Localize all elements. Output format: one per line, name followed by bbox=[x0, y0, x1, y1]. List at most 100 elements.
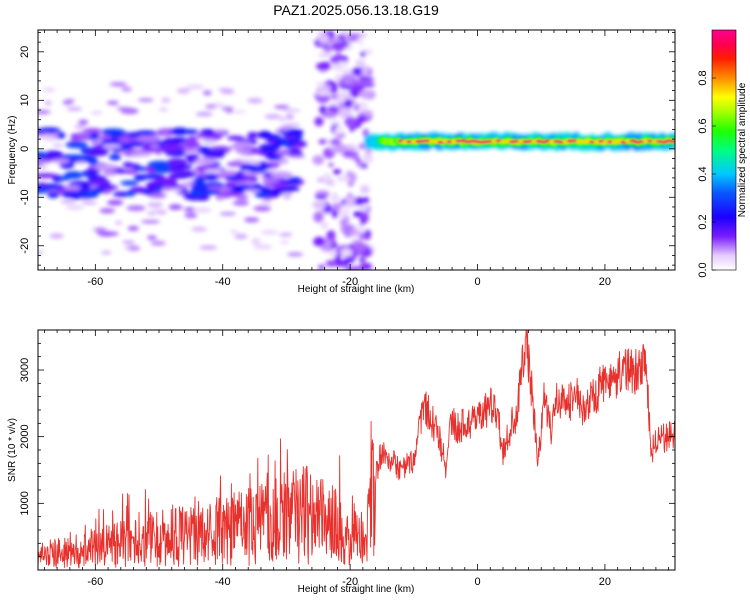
snr-x-tick-label: -60 bbox=[87, 576, 103, 588]
spectrogram-cell bbox=[327, 105, 340, 113]
spectrogram-panel: -60 -40 -20 0 20 -20 -10 0 10 20 Height of straig… bbox=[7, 29, 676, 295]
spectrogram-cell bbox=[76, 131, 91, 138]
spectrogram-cell bbox=[118, 150, 130, 154]
spectrogram-cell bbox=[279, 232, 293, 237]
spectrogram-x-tick-label: 20 bbox=[599, 276, 611, 288]
spectrogram-cell bbox=[197, 172, 208, 177]
spectrogram-cell bbox=[359, 89, 375, 99]
spectrogram-cell bbox=[243, 189, 261, 193]
spectrogram-cell bbox=[52, 158, 70, 164]
spectrogram-cell bbox=[154, 177, 178, 185]
spectrogram-cell bbox=[336, 144, 347, 151]
spectrogram-cell bbox=[140, 173, 165, 180]
spectrogram-cell bbox=[312, 201, 327, 209]
spectrogram-cell bbox=[315, 82, 326, 87]
spectrogram-cell bbox=[122, 240, 135, 244]
spectrogram-cell bbox=[334, 126, 345, 135]
spectrogram-cell bbox=[183, 207, 197, 212]
spectrogram-cell bbox=[247, 131, 259, 139]
spectrogram-cell bbox=[182, 129, 199, 135]
spectrogram-cell bbox=[263, 197, 272, 201]
spectrogram-y-tick-label: -20 bbox=[19, 238, 31, 254]
spectrogram-cell bbox=[42, 87, 56, 92]
spectrogram-cell bbox=[147, 160, 173, 169]
spectrogram-cell bbox=[93, 164, 119, 171]
spectrogram-cell bbox=[203, 151, 225, 159]
spectrogram-cell bbox=[191, 226, 207, 232]
spectrogram-cell bbox=[287, 176, 302, 185]
spectrogram-cell bbox=[363, 196, 369, 204]
spectrogram-cell bbox=[320, 221, 329, 230]
spectrogram-cell bbox=[64, 171, 84, 179]
spectrogram-cell bbox=[108, 153, 122, 161]
spectrogram-cell bbox=[170, 188, 183, 192]
spectrogram-cell bbox=[260, 229, 279, 235]
spectrogram-cell bbox=[196, 133, 207, 139]
colorbar-tick-label: 0.4 bbox=[697, 166, 709, 181]
spectrogram-cell bbox=[318, 33, 330, 45]
spectrogram-cell bbox=[313, 236, 326, 247]
spectrogram-cell bbox=[233, 185, 244, 192]
snr-ticks: -60 -40 -20 0 20 1000 2000 3000 bbox=[19, 329, 675, 588]
spectrogram-cell bbox=[155, 209, 167, 215]
spectrogram-cell bbox=[280, 192, 293, 197]
spectrogram-cell bbox=[168, 172, 192, 179]
spectrogram-frame bbox=[37, 29, 676, 271]
spectrogram-cell bbox=[135, 130, 157, 136]
colorbar-ticks: 0.0 0.2 0.4 0.6 0.8 bbox=[697, 70, 716, 278]
spectrogram-cell bbox=[111, 168, 128, 174]
colorbar-label: Normalized spectral amplitude bbox=[737, 82, 748, 217]
spectrogram-cell bbox=[38, 110, 51, 115]
spectrogram-cell bbox=[62, 101, 73, 105]
colorbar-tick-label: 0.0 bbox=[697, 262, 709, 277]
snr-x-axis-label: Height of straight line (km) bbox=[298, 584, 415, 595]
spectrogram-cell bbox=[279, 125, 291, 131]
spectrogram-cell bbox=[101, 185, 119, 190]
spectrogram-cell bbox=[283, 195, 291, 199]
spectrogram-cell bbox=[348, 173, 357, 182]
spectrogram-cell bbox=[184, 212, 198, 219]
snr-series-line bbox=[38, 330, 675, 569]
spectrogram-cell bbox=[331, 208, 339, 219]
spectrogram-cell bbox=[359, 216, 366, 226]
spectrogram-cell bbox=[90, 111, 103, 115]
spectrogram-cell bbox=[139, 188, 157, 195]
spectrogram-cell bbox=[127, 133, 141, 139]
spectrogram-cell bbox=[176, 88, 191, 94]
spectrogram-cell bbox=[200, 129, 216, 135]
spectrogram-cell bbox=[202, 90, 212, 96]
spectrogram-cell bbox=[314, 116, 324, 127]
spectrogram-x-tick-label: -20 bbox=[342, 276, 358, 288]
spectrogram-y-tick-label: 10 bbox=[19, 94, 31, 106]
spectrogram-cell bbox=[312, 155, 325, 165]
colorbar-tick-label: 0.2 bbox=[697, 214, 709, 229]
spectrogram-cell bbox=[356, 160, 365, 167]
spectrogram-cell bbox=[317, 52, 333, 58]
spectrogram-cell bbox=[241, 158, 255, 164]
spectrogram-cell bbox=[361, 65, 369, 77]
spectrogram-cell bbox=[233, 110, 247, 114]
spectrogram-cell bbox=[38, 128, 56, 135]
spectrogram-cell bbox=[253, 205, 272, 212]
spectrogram-cell bbox=[205, 104, 217, 109]
spectrogram-cell bbox=[280, 240, 289, 244]
spectrogram-cell bbox=[264, 114, 281, 120]
spectrogram-y-axis-label: Frequency (Hz) bbox=[7, 116, 18, 185]
spectrogram-main-tone bbox=[377, 136, 675, 147]
spectrogram-cell bbox=[193, 159, 205, 165]
spectrogram-cell bbox=[52, 143, 64, 148]
spectrogram-cell bbox=[49, 233, 64, 239]
spectrogram-cell bbox=[337, 60, 348, 68]
spectrogram-cell bbox=[160, 145, 183, 153]
spectrogram-cell bbox=[331, 192, 338, 201]
colorbar-tick-label: 0.8 bbox=[697, 70, 709, 85]
snr-y-tick-label: 3000 bbox=[19, 358, 31, 382]
spectrogram-image bbox=[38, 30, 675, 270]
spectrogram-cell bbox=[316, 92, 330, 104]
spectrogram-cell bbox=[331, 40, 346, 52]
spectrogram-cell bbox=[114, 220, 123, 226]
spectrogram-cell bbox=[354, 197, 365, 206]
spectrogram-cell bbox=[339, 218, 347, 227]
spectrogram-cell bbox=[344, 98, 352, 110]
